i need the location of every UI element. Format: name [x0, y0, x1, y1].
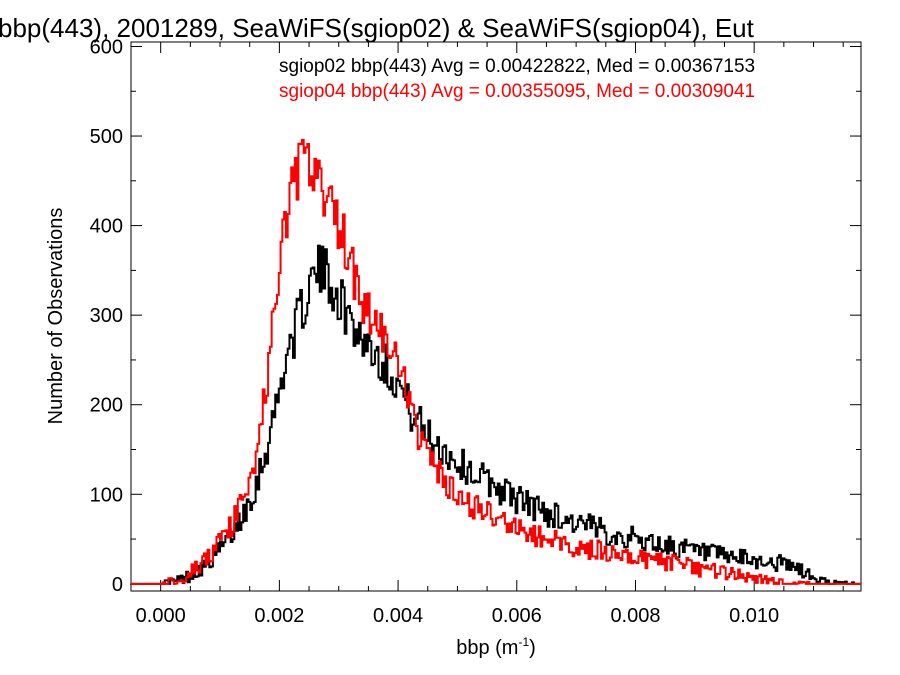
series-line-sgiop04	[130, 138, 861, 585]
legend-entry-sgiop02: sgiop02 bbp(443) Avg = 0.00422822, Med =…	[279, 56, 755, 77]
x-tick-label: 0.010	[729, 605, 779, 627]
y-tick-label: 200	[90, 395, 123, 417]
y-tick-label: 300	[90, 305, 123, 327]
y-tick-labels: 0 100 200 300 400 500 600	[90, 36, 123, 595]
series-lines	[130, 138, 861, 585]
y-axis-label: Number of Observations	[45, 208, 67, 425]
y-tick-label: 400	[90, 216, 123, 238]
plot-frame	[130, 41, 862, 592]
series-line-sgiop02	[130, 244, 861, 585]
x-tick-label: 0.008	[610, 605, 660, 627]
axis-ticks	[130, 42, 861, 591]
x-tick-label: 0.006	[492, 605, 542, 627]
y-tick-label: 600	[90, 36, 123, 58]
x-tick-label: 0.002	[254, 605, 304, 627]
x-axis-label-sup: -1	[518, 635, 529, 649]
y-tick-label: 0	[112, 574, 123, 596]
y-tick-label: 100	[90, 484, 123, 506]
x-tick-labels: 0.000 0.002 0.004 0.006 0.008 0.010	[136, 605, 780, 627]
legend-entry-sgiop04: sgiop04 bbp(443) Avg = 0.00355095, Med =…	[279, 81, 755, 102]
x-axis-label-base: bbp (m	[456, 637, 518, 659]
x-tick-label: 0.004	[373, 605, 423, 627]
x-axis-label: bbp (m-1)	[456, 635, 536, 659]
x-axis-label-close: )	[529, 637, 536, 659]
y-tick-label: 500	[90, 126, 123, 148]
x-tick-label: 0.000	[136, 605, 186, 627]
chart-title: bbp(443), 2001289, SeaWiFS(sgiop02) & Se…	[0, 13, 755, 43]
